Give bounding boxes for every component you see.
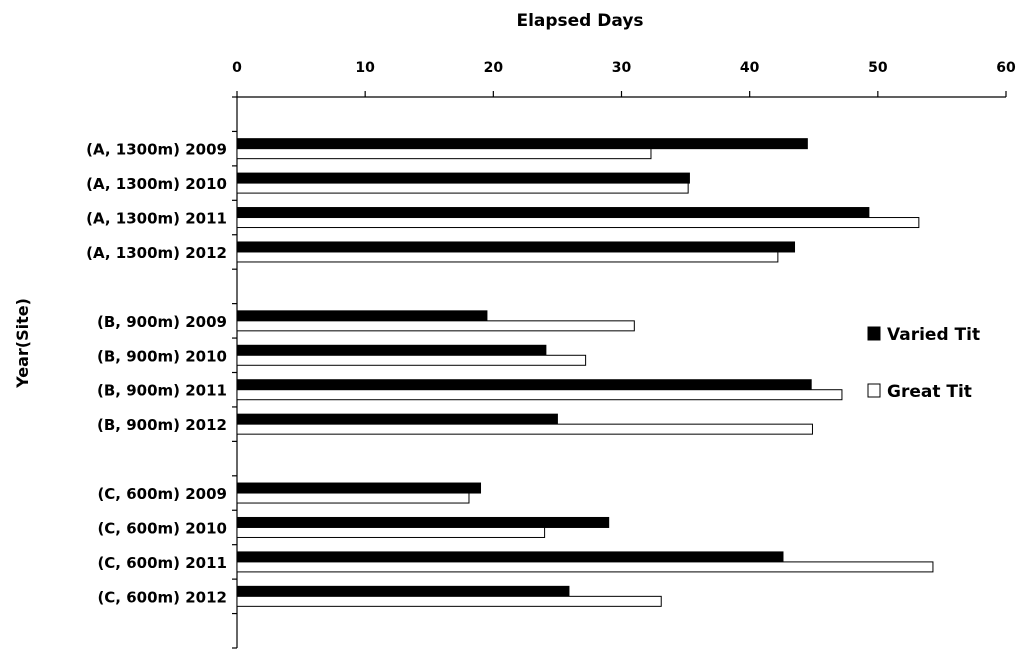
bar-varied-tit [236,172,690,184]
y-tick-label: (A, 1300m) 2009 [86,141,227,159]
bar-great-tit [236,320,635,332]
x-tick-label: 60 [996,60,1016,76]
bars [236,138,934,607]
legend: Varied Tit Great Tit [867,325,980,402]
bar-great-tit [236,423,813,435]
bar-varied-tit [236,241,796,253]
y-tick-label: (C, 600m) 2009 [97,485,227,503]
bar-varied-tit [236,585,570,597]
legend-swatch [867,383,881,398]
bar-varied-tit [236,207,870,219]
legend-label: Varied Tit [887,325,980,345]
bar-varied-tit [236,482,482,494]
legend-swatch [867,326,881,341]
legend-label: Great Tit [887,382,972,402]
y-tick-label: (C, 600m) 2012 [97,588,227,606]
y-tick-label: (B, 900m) 2009 [97,313,227,331]
y-tick-label: (B, 900m) 2012 [97,416,227,434]
y-tick-label: (C, 600m) 2010 [97,519,227,537]
y-tick-label: (A, 1300m) 2012 [86,244,227,262]
x-tick-label: 30 [612,60,632,76]
chart-title: Elapsed Days [516,11,643,31]
bar-great-tit [236,561,934,573]
bar-varied-tit [236,413,558,425]
bar-varied-tit [236,138,808,150]
bar-varied-tit [236,516,610,528]
y-tick-label: (A, 1300m) 2011 [86,210,227,228]
bar-great-tit [236,389,843,401]
bar-great-tit [236,182,689,194]
y-tick-label: (A, 1300m) 2010 [86,175,227,193]
bar-great-tit [236,148,652,160]
x-tick-label: 20 [484,60,504,76]
bar-varied-tit [236,344,547,356]
bar-great-tit [236,526,546,538]
bar-varied-tit [236,310,488,322]
y-axis-label: Year(Site) [13,298,32,389]
bar-great-tit [236,595,662,607]
x-tick-label: 0 [232,60,242,76]
x-tick-label: 10 [355,60,375,76]
y-tick-label: (C, 600m) 2011 [97,554,227,572]
x-tick-label: 50 [868,60,888,76]
y-tick-label: (B, 900m) 2010 [97,347,227,365]
y-tick-label: (B, 900m) 2011 [97,382,227,400]
x-tick-label: 40 [740,60,760,76]
bar-varied-tit [236,551,784,563]
bar-great-tit [236,354,587,366]
y-axis: (A, 1300m) 2009 (A, 1300m) 2010 (A, 1300m)… [86,96,238,649]
bar-great-tit [236,217,920,229]
bar-great-tit [236,492,470,504]
bar-great-tit [236,251,779,263]
bar-varied-tit [236,379,812,391]
x-axis: 0 10 20 30 40 50 60 [232,60,1016,98]
